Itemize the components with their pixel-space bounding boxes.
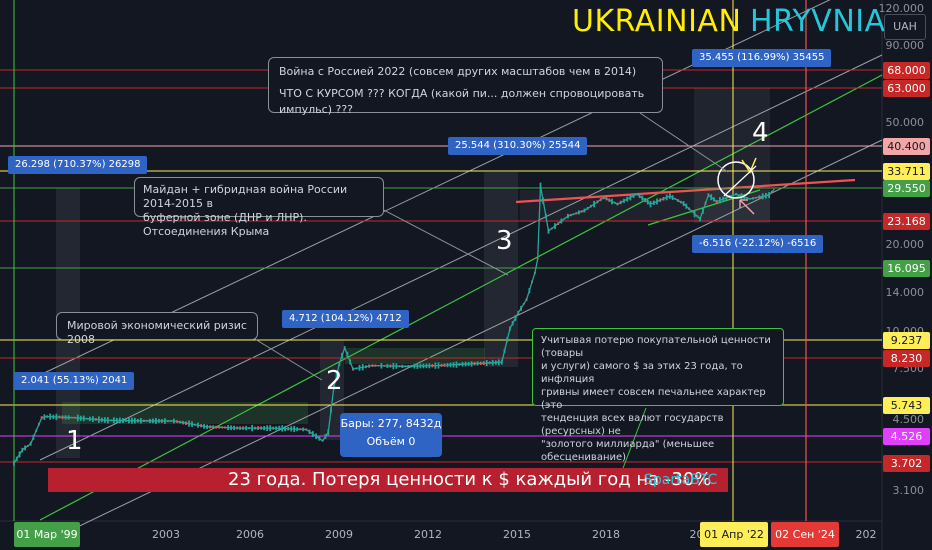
price-tick-label: 14.000 bbox=[885, 286, 925, 299]
date-tag-sep-24: 02 Сен '24 bbox=[771, 522, 839, 547]
title-right: HRYVNIA bbox=[750, 4, 886, 39]
price-level-tag: 23.168 bbox=[883, 213, 930, 230]
date-tag-apr-22: 01 Апр '22 bbox=[700, 522, 768, 547]
inflation-line-4: тенденция всех валют государств (ресурсн… bbox=[541, 413, 724, 437]
measure-target: 35.455 (116.99%) 35455 bbox=[692, 49, 832, 67]
maidan-line-1: Майдан + гибридная война России 2014-201… bbox=[143, 183, 348, 210]
price-level-tag: 5.743 bbox=[883, 397, 930, 414]
wave-label-3: 3 bbox=[496, 226, 513, 256]
bars-info-box: Бары: 277, 8432д Объём 0 bbox=[340, 413, 442, 457]
measure-total: 26.298 (710.37%) 26298 bbox=[8, 156, 148, 174]
price-level-tag: 8.230 bbox=[883, 350, 930, 367]
year-tick-label: 2003 bbox=[152, 528, 180, 541]
war-2022-callout: Война с Россией 2022 (совсем других масш… bbox=[268, 57, 663, 116]
price-tick-label: 4.500 bbox=[892, 413, 925, 426]
war-2022-line-2: ЧТО С КУРСОМ ??? КОГДА (какой пи... долж… bbox=[279, 87, 645, 116]
war-2022-line-1: Война с Россией 2022 (совсем других масш… bbox=[279, 65, 637, 78]
date-tag-start: 01 Мар '99 bbox=[14, 522, 80, 547]
measure-wave-3: 25.544 (310.30%) 25544 bbox=[448, 137, 588, 155]
callout-pointers bbox=[249, 112, 729, 477]
maidan-line-2: буферной зоне (ДНР и ЛНР). Отсоединения … bbox=[143, 211, 307, 238]
maidan-callout: Майдан + гибридная война России 2014-201… bbox=[134, 177, 384, 238]
title-left: UKRAINIAN bbox=[572, 4, 742, 39]
trend-channel bbox=[39, 0, 883, 546]
price-series-line bbox=[13, 185, 775, 464]
year-tick-label: 2015 bbox=[503, 528, 531, 541]
price-tick-label: 120.000 bbox=[878, 2, 925, 15]
price-level-tag: 33.711 bbox=[883, 163, 930, 180]
price-tick-label: 20.000 bbox=[885, 238, 925, 251]
wave-label-4: 4 bbox=[752, 118, 769, 148]
wave-label-1: 1 bbox=[66, 426, 83, 456]
volume-value: Объём 0 bbox=[366, 435, 416, 448]
inflation-callout: Учитывая потерю покупательной ценности (… bbox=[532, 328, 784, 463]
crisis-2008-callout: Мировой экономический ризис 2008 bbox=[56, 312, 258, 346]
price-tick-label: 50.000 bbox=[885, 116, 925, 129]
price-level-tag: 4.526 bbox=[883, 428, 930, 445]
price-level-tag: 9.237 bbox=[883, 332, 930, 349]
measure-drawdown: -6.516 (-22.12%) -6516 bbox=[692, 235, 824, 253]
year-tick-label: 202 bbox=[855, 528, 877, 541]
price-level-tag: 40.400 bbox=[883, 138, 930, 155]
year-tick-label: 2009 bbox=[325, 528, 353, 541]
currency-badge[interactable]: UAH bbox=[884, 14, 926, 40]
year-tick-label: 2018 bbox=[592, 528, 620, 541]
price-line bbox=[13, 185, 775, 464]
price-tick-label: 3.100 bbox=[892, 484, 925, 497]
inflation-line-1: Учитывая потерю покупательной ценности (… bbox=[541, 335, 771, 359]
inflation-line-5: "золотого миллиарда" (меньшее обесценива… bbox=[541, 439, 715, 463]
bars-count: Бары: 277, 8432д bbox=[340, 417, 442, 430]
measure-wave-1: 2.041 (55.13%) 2041 bbox=[14, 372, 135, 390]
wave-4-marker bbox=[717, 157, 757, 215]
year-tick-label: 2006 bbox=[236, 528, 264, 541]
inflation-line-2: и услуги) самого $ за этих 23 года, то и… bbox=[541, 361, 743, 385]
banner-text: 23 года. Потеря ценности к $ каждый год … bbox=[228, 469, 712, 490]
crisis-2008-text: Мировой экономический ризис 2008 bbox=[67, 319, 247, 346]
price-level-tag: 68.000 bbox=[883, 62, 930, 79]
price-level-tag: 16.095 bbox=[883, 260, 930, 277]
wave-label-2: 2 bbox=[326, 366, 343, 396]
price-tick-label: 90.000 bbox=[885, 39, 925, 52]
summary-banner: 23 года. Потеря ценности к $ каждый год … bbox=[48, 468, 728, 492]
inflation-line-3: гривны имеет совсем печальнее характер (… bbox=[541, 387, 766, 411]
measure-wave-2: 4.712 (104.12%) 4712 bbox=[282, 310, 409, 328]
price-level-tag: 29.550 bbox=[883, 180, 930, 197]
year-tick-label: 2012 bbox=[414, 528, 442, 541]
price-level-tag: 63.000 bbox=[883, 80, 930, 97]
brand-label: SpartaBTC bbox=[644, 472, 718, 488]
price-level-tag: 3.702 bbox=[883, 455, 930, 472]
